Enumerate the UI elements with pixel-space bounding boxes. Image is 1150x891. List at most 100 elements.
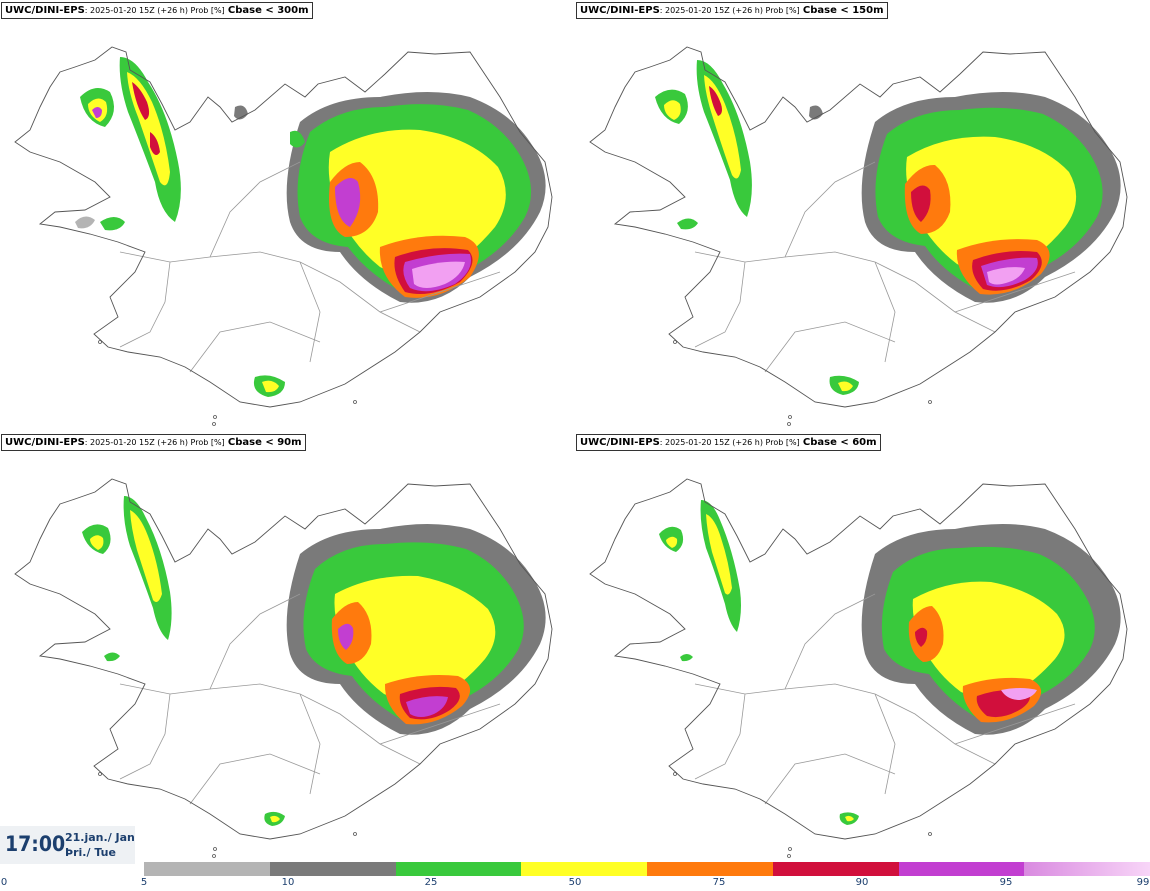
probability-area <box>915 627 928 647</box>
island <box>98 340 102 344</box>
probability-area <box>838 381 853 392</box>
map-canvas <box>589 478 1128 858</box>
island <box>673 772 677 776</box>
colorbar-tick-label: 90 <box>855 877 869 888</box>
road-line <box>379 703 501 745</box>
road-line <box>874 693 896 795</box>
road-line <box>189 753 321 805</box>
road-line <box>299 261 321 363</box>
colorbar-tick-label: 5 <box>140 877 148 888</box>
variable-label: Cbase < 90m <box>227 437 302 448</box>
road-line <box>954 703 1076 745</box>
colorbar-segment <box>269 862 396 876</box>
probability-area <box>100 217 125 231</box>
probability-area <box>666 536 678 548</box>
road-line <box>954 271 1076 313</box>
model-name: UWC/DINI-EPS <box>580 5 660 16</box>
coastline <box>589 478 1128 840</box>
colorbar-segment <box>1024 862 1150 876</box>
valid-weekday: Þri./ Tue <box>65 846 116 859</box>
coastline <box>589 46 1128 408</box>
model-name: UWC/DINI-EPS <box>580 437 660 448</box>
island <box>788 847 792 851</box>
probability-area <box>664 100 681 120</box>
island <box>212 854 216 858</box>
colorbar-segment <box>521 862 648 876</box>
probability-area <box>906 136 1077 273</box>
road-line <box>189 321 321 373</box>
valid-time: 17:00 <box>5 832 66 856</box>
panel-title: UWC/DINI-EPS: 2025-01-20 15Z (+26 h) Pro… <box>1 434 306 451</box>
map-canvas <box>589 46 1128 426</box>
road-line <box>874 261 896 363</box>
probability-area <box>912 581 1065 699</box>
road-line <box>694 261 746 348</box>
island <box>928 400 932 404</box>
map-panel-cbase-300: UWC/DINI-EPS: 2025-01-20 15Z (+26 h) Pro… <box>0 0 575 432</box>
variable-label: Cbase < 150m <box>802 5 884 16</box>
probability-area <box>1001 688 1037 700</box>
iceland-map <box>589 478 1128 858</box>
road-line <box>209 161 301 258</box>
probability-area <box>335 178 361 227</box>
probability-area <box>262 380 279 393</box>
road-line <box>299 693 321 795</box>
run-info: : 2025-01-20 15Z (+26 h) Prob [%] <box>84 6 225 15</box>
probability-area <box>709 86 722 116</box>
island <box>787 854 791 858</box>
island <box>353 400 357 404</box>
run-info: : 2025-01-20 15Z (+26 h) Prob [%] <box>84 438 225 447</box>
probability-colorbar <box>144 862 1150 876</box>
probability-area <box>92 107 102 118</box>
island <box>788 415 792 419</box>
model-name: UWC/DINI-EPS <box>5 437 85 448</box>
road-line <box>694 683 996 765</box>
colorbar-tick-label: 99 <box>1136 877 1150 888</box>
map-panel-cbase-90: UWC/DINI-EPS: 2025-01-20 15Z (+26 h) Pro… <box>0 432 575 864</box>
probability-area <box>132 82 150 120</box>
road-line <box>784 161 876 258</box>
coastline <box>14 478 553 840</box>
road-line <box>119 261 171 348</box>
probability-area <box>270 815 280 823</box>
colorbar-tick-label: 95 <box>999 877 1013 888</box>
map-canvas <box>14 46 553 426</box>
probability-area <box>290 130 305 148</box>
island <box>213 415 217 419</box>
island <box>673 340 677 344</box>
run-info: : 2025-01-20 15Z (+26 h) Prob [%] <box>659 6 800 15</box>
colorbar-tick-label: 25 <box>424 877 438 888</box>
probability-area <box>987 267 1025 285</box>
probability-area <box>911 185 931 222</box>
probability-area <box>412 261 465 288</box>
iceland-map <box>14 46 553 426</box>
colorbar-tick-label: 10 <box>281 877 295 888</box>
road-line <box>764 753 896 805</box>
island <box>212 422 216 426</box>
panel-title: UWC/DINI-EPS: 2025-01-20 15Z (+26 h) Pro… <box>576 2 888 19</box>
valid-date: 21.jan./ Jan <box>65 831 135 844</box>
road-line <box>119 693 171 780</box>
probability-area <box>677 218 698 230</box>
panel-title: UWC/DINI-EPS: 2025-01-20 15Z (+26 h) Pro… <box>1 2 313 19</box>
colorbar-tick-label: 75 <box>712 877 726 888</box>
iceland-map <box>14 478 553 858</box>
map-canvas <box>14 478 553 858</box>
probability-area <box>680 654 693 662</box>
model-name: UWC/DINI-EPS <box>5 5 85 16</box>
probability-area <box>809 105 823 120</box>
road-line <box>379 271 501 313</box>
island <box>928 832 932 836</box>
run-info: : 2025-01-20 15Z (+26 h) Prob [%] <box>659 438 800 447</box>
variable-label: Cbase < 60m <box>802 437 877 448</box>
colorbar-segment <box>395 862 522 876</box>
road-line <box>694 251 996 333</box>
probability-area <box>338 623 354 650</box>
probability-area <box>130 510 162 602</box>
probability-area <box>150 132 160 156</box>
island <box>353 832 357 836</box>
island <box>787 422 791 426</box>
island <box>213 847 217 851</box>
coastline <box>14 46 553 408</box>
colorbar-tick-label: 0 <box>0 877 8 888</box>
